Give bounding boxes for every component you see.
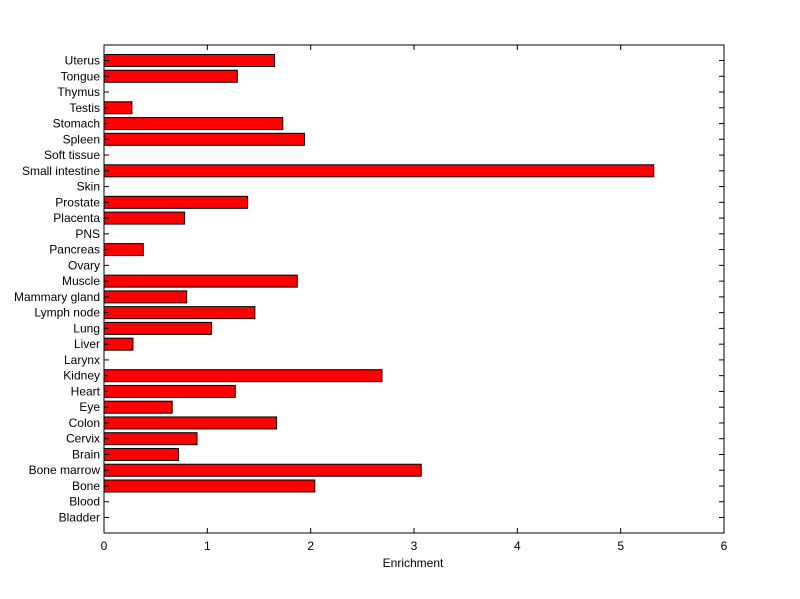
bar-bone-marrow <box>103 463 422 477</box>
y-tick-label-skin: Skin <box>77 180 100 194</box>
y-tick-label-mammary-gland: Mammary gland <box>14 290 100 304</box>
y-tick-label-tongue: Tongue <box>61 69 101 83</box>
x-tick-label-3: 3 <box>411 539 418 553</box>
y-tick-label-kidney: Kidney <box>63 369 100 383</box>
y-tick-label-pancreas: Pancreas <box>49 243 100 257</box>
bar-prostate <box>103 195 249 209</box>
bar-cervix <box>103 432 198 446</box>
y-tick-label-thymus: Thymus <box>57 85 100 99</box>
y-tick-label-pns: PNS <box>75 227 100 241</box>
bar-stomach <box>103 117 284 131</box>
y-tick-label-stomach: Stomach <box>53 117 100 131</box>
x-tick-label-1: 1 <box>204 539 211 553</box>
y-tick-label-small-intestine: Small intestine <box>22 164 100 178</box>
bar-lung <box>103 321 212 335</box>
y-tick-label-ovary: Ovary <box>68 258 100 272</box>
bar-placenta <box>103 211 186 225</box>
y-tick-label-blood: Blood <box>69 495 100 509</box>
bar-spleen <box>103 132 305 146</box>
bar-eye <box>103 400 173 414</box>
bar-tongue <box>103 69 238 83</box>
bar-uterus <box>103 54 275 67</box>
bar-colon <box>103 416 278 430</box>
bar-small-intestine <box>103 164 655 178</box>
y-tick-label-eye: Eye <box>79 400 100 414</box>
y-tick-label-spleen: Spleen <box>63 132 100 146</box>
y-tick-label-lymph-node: Lymph node <box>34 306 100 320</box>
plot-frame <box>103 44 725 534</box>
x-axis-title: Enrichment <box>383 556 444 570</box>
x-tick-label-2: 2 <box>307 539 314 553</box>
bar-muscle <box>103 274 298 288</box>
y-tick-label-liver: Liver <box>74 337 100 351</box>
bar-heart <box>103 384 236 398</box>
bar-bone <box>103 479 316 493</box>
x-tick-label-5: 5 <box>617 539 624 553</box>
y-tick-label-larynx: Larynx <box>64 353 100 367</box>
x-tick-label-6: 6 <box>721 539 728 553</box>
y-tick-label-bone: Bone <box>72 479 100 493</box>
y-tick-label-prostate: Prostate <box>55 195 100 209</box>
y-tick-label-lung: Lung <box>73 321 100 335</box>
y-tick-label-colon: Colon <box>69 416 100 430</box>
x-tick-label-0: 0 <box>101 539 108 553</box>
y-tick-label-placenta: Placenta <box>53 211 100 225</box>
bar-lymph-node <box>103 306 256 320</box>
y-tick-label-uterus: Uterus <box>65 54 100 68</box>
bar-mammary-gland <box>103 290 188 304</box>
y-tick-label-testis: Testis <box>69 101 100 115</box>
y-tick-label-brain: Brain <box>72 447 100 461</box>
y-tick-label-soft-tissue: Soft tissue <box>44 148 100 162</box>
y-tick-label-heart: Heart <box>71 384 101 398</box>
y-tick-label-bone-marrow: Bone marrow <box>29 463 101 477</box>
bar-kidney <box>103 369 383 383</box>
bar-pancreas <box>103 243 144 257</box>
bar-brain <box>103 447 179 461</box>
y-tick-label-muscle: Muscle <box>62 274 100 288</box>
y-tick-label-bladder: Bladder <box>59 511 100 525</box>
y-tick-label-cervix: Cervix <box>66 432 100 446</box>
x-tick-label-4: 4 <box>514 539 521 553</box>
